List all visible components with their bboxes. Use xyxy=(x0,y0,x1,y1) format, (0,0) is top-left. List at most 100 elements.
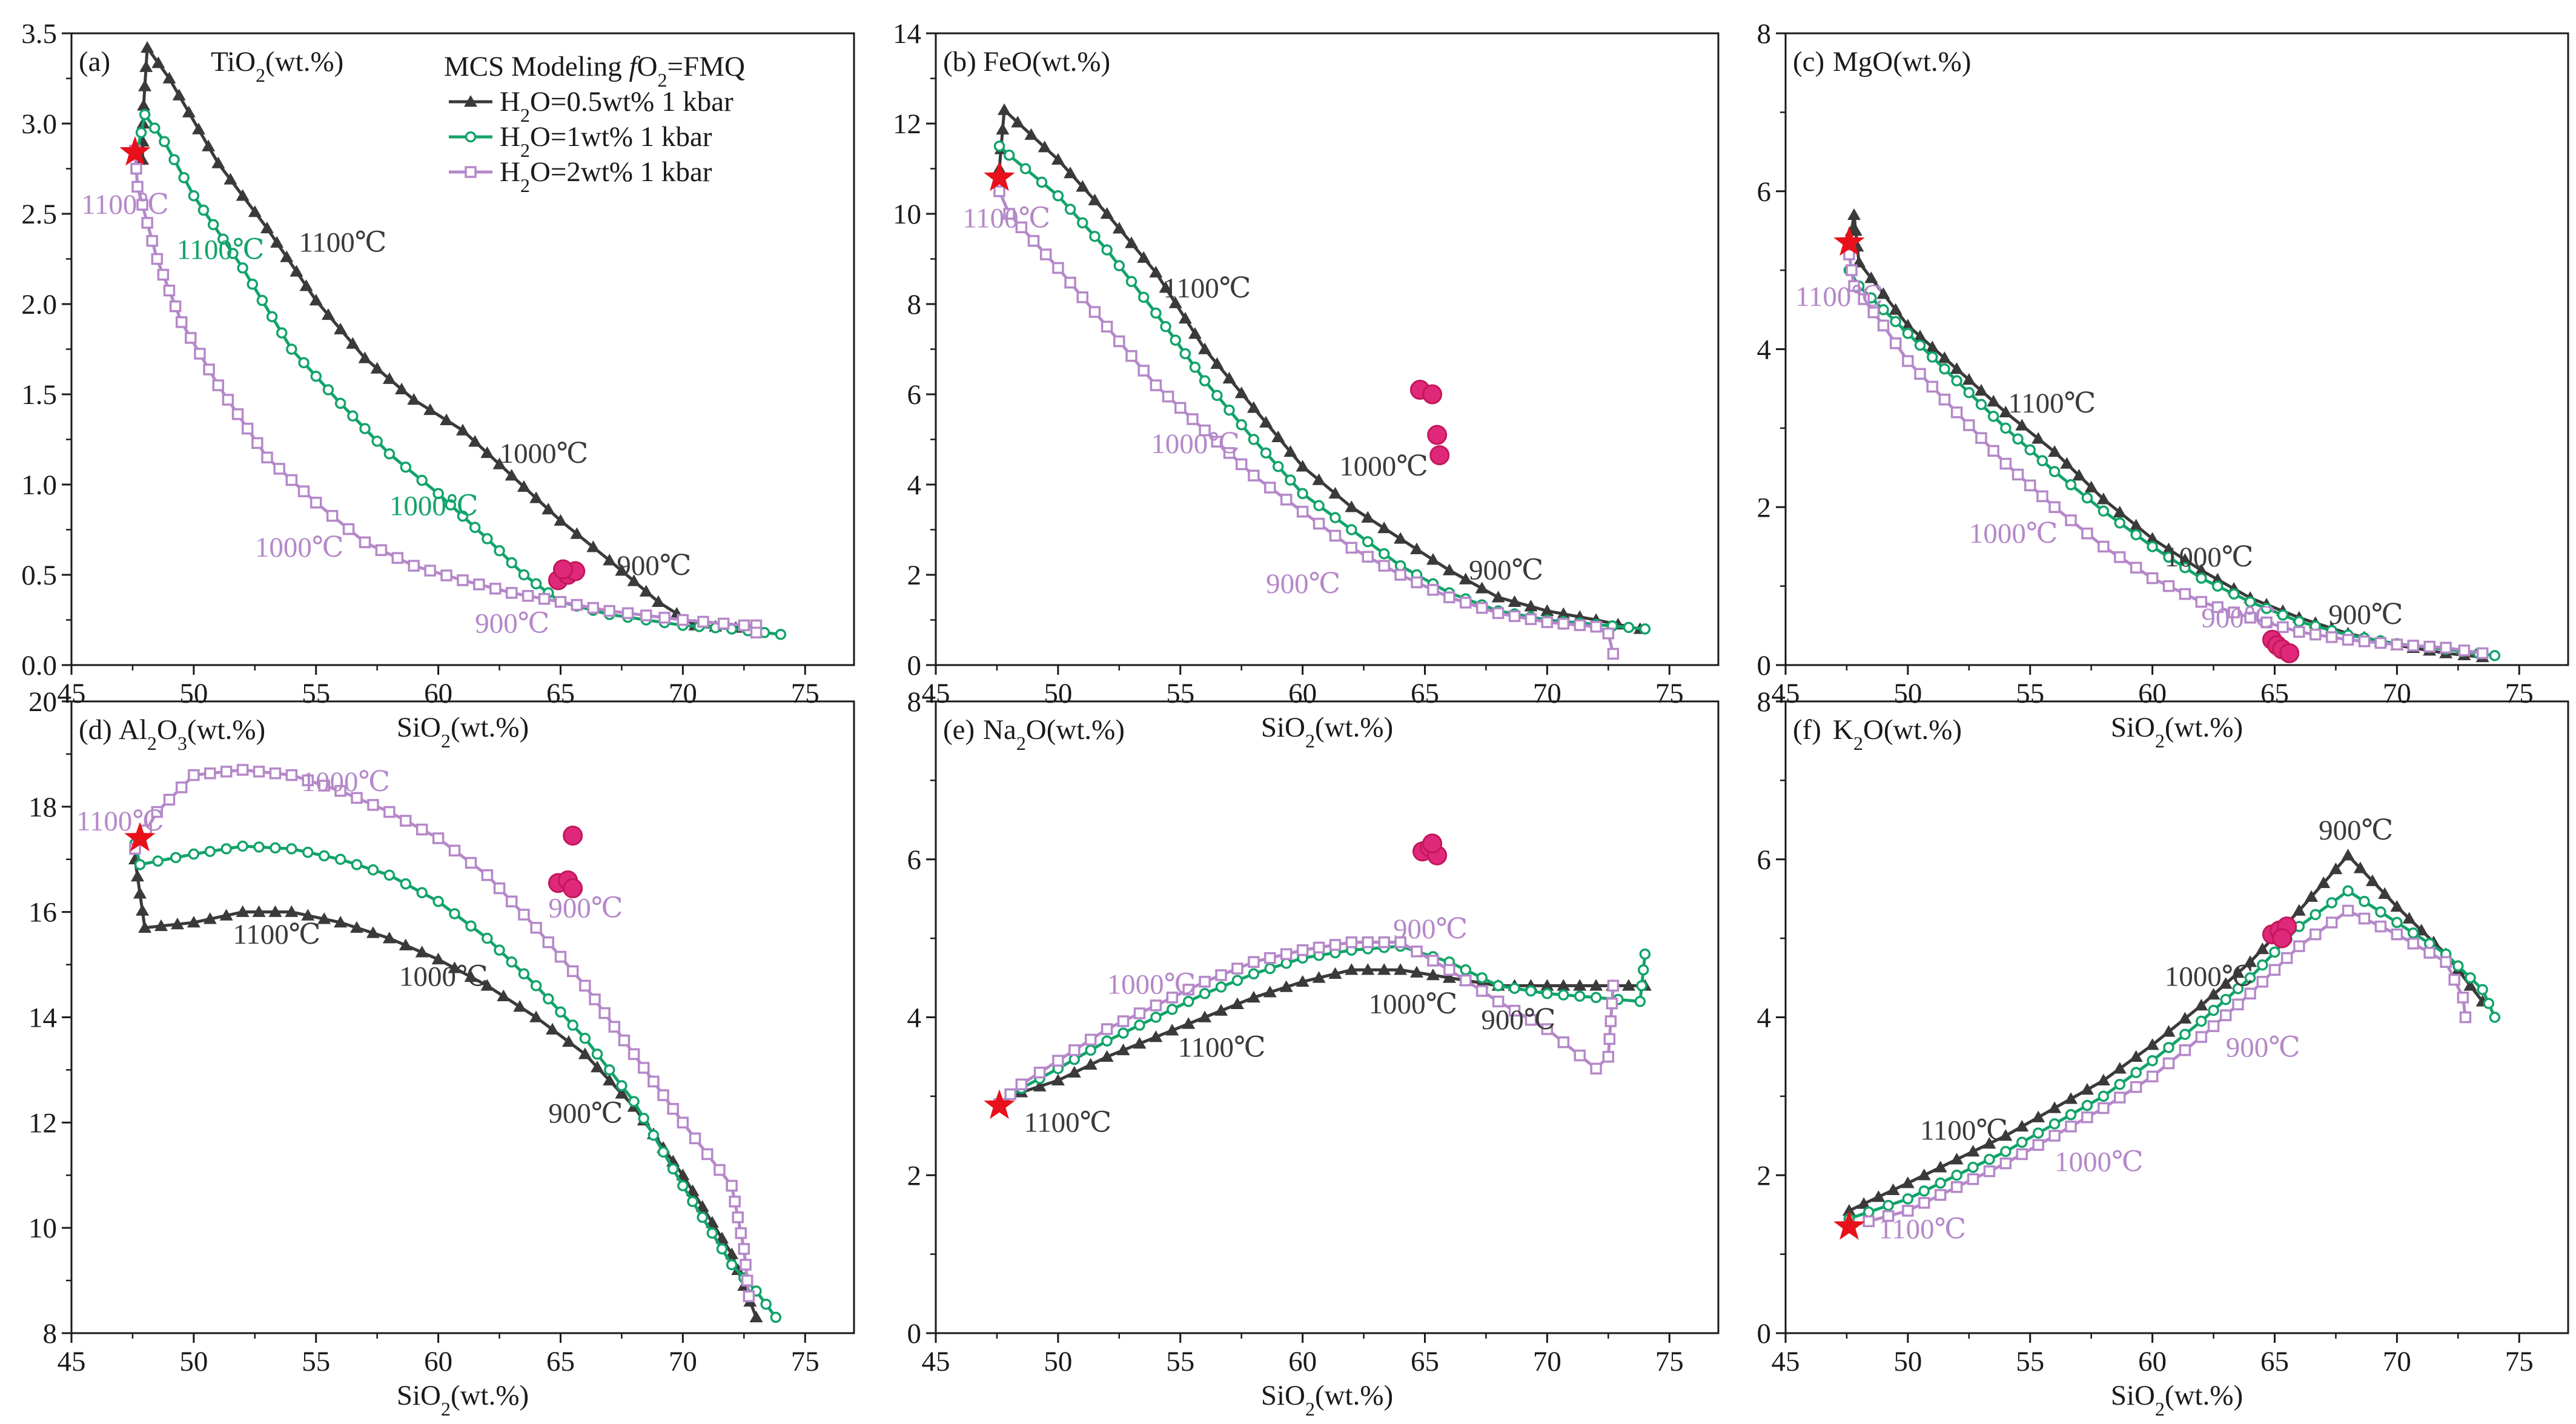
series-marker xyxy=(1862,1215,1875,1228)
series-marker xyxy=(359,423,371,434)
series-marker xyxy=(705,1216,719,1228)
x-axis-label-part: (wt.%) xyxy=(451,712,529,743)
series-marker xyxy=(2277,621,2289,634)
series-marker xyxy=(1328,486,1342,499)
plot-area xyxy=(1842,208,2501,663)
series-marker xyxy=(554,514,568,526)
series-marker xyxy=(2268,964,2281,976)
series-marker xyxy=(468,435,482,447)
series-marker xyxy=(1938,351,1952,363)
series-marker xyxy=(541,502,555,515)
temperature-annotation: 1100℃ xyxy=(81,189,169,220)
series-marker xyxy=(529,1010,543,1022)
series-0 xyxy=(992,103,1647,634)
temperature-annotation: 1000℃ xyxy=(302,766,391,798)
series-marker xyxy=(136,199,148,211)
series-marker xyxy=(2391,916,2403,929)
legend-swatch-marker xyxy=(465,166,477,178)
series-line xyxy=(1847,254,2483,655)
y-tick-label: 8 xyxy=(1757,18,1772,50)
series-marker xyxy=(1112,222,1126,234)
temperature-annotation: 1000℃ xyxy=(1107,969,1196,1000)
x-tick-label: 50 xyxy=(1044,678,1072,709)
series-marker xyxy=(1858,293,1870,305)
series-marker xyxy=(1606,997,1618,1010)
series-marker xyxy=(506,895,518,908)
x-axis-label-part: SiO xyxy=(2111,1380,2155,1411)
starting-composition-star xyxy=(984,1089,1015,1119)
series-line xyxy=(998,108,1641,631)
legend-label-part: O=1wt% 1 kbar xyxy=(530,121,712,153)
series-marker xyxy=(1984,1153,1995,1165)
series-marker xyxy=(1067,1065,1081,1078)
x-tick-label: 45 xyxy=(1772,1346,1800,1377)
series-marker xyxy=(1902,328,1914,339)
series-marker xyxy=(1033,1067,1046,1079)
series-marker xyxy=(1019,163,1031,174)
y-tick-label: 6 xyxy=(1757,176,1772,208)
plot-area xyxy=(128,764,782,1323)
y-tick-label: 6 xyxy=(1757,844,1772,876)
series-2 xyxy=(993,185,1620,660)
x-tick-label: 70 xyxy=(669,1346,697,1377)
x-tick-label: 65 xyxy=(546,678,575,709)
series-marker xyxy=(735,1227,747,1239)
series-marker xyxy=(1084,1058,1098,1070)
x-axis-label-subscript: 2 xyxy=(441,1399,451,1420)
series-line xyxy=(133,859,758,1318)
series-marker xyxy=(286,843,297,855)
series-marker xyxy=(2065,1109,2077,1121)
series-marker xyxy=(1460,964,1472,976)
panel-label: (e) xyxy=(943,714,975,746)
series-marker xyxy=(270,236,284,248)
temperature-annotation: 1100℃ xyxy=(962,202,1050,234)
series-marker xyxy=(1475,601,1488,614)
series-marker xyxy=(464,970,478,982)
series-marker xyxy=(697,615,709,628)
series-marker xyxy=(2195,1031,2208,1043)
series-marker xyxy=(2341,849,2355,861)
series-marker xyxy=(1636,980,1647,992)
series-marker xyxy=(2212,580,2223,592)
series-marker xyxy=(1312,971,1326,983)
series-marker xyxy=(1950,362,1964,374)
plot-area xyxy=(992,833,1652,1110)
series-marker xyxy=(133,887,147,899)
temperature-annotation: 900℃ xyxy=(2201,602,2276,634)
series-marker xyxy=(492,457,506,469)
series-marker xyxy=(1966,1145,1980,1157)
series-marker xyxy=(1101,320,1113,333)
series-marker xyxy=(1236,419,1247,431)
legend-item: H2O=1wt% 1 kbar xyxy=(449,121,712,161)
series-marker xyxy=(2130,529,2142,541)
series-marker xyxy=(1889,337,1902,349)
series-marker xyxy=(2081,527,2093,540)
series-marker xyxy=(608,1021,621,1033)
sample-point xyxy=(2279,643,2300,663)
series-marker xyxy=(2244,596,2256,608)
series-marker xyxy=(2358,912,2371,925)
series-marker xyxy=(2032,1139,2044,1151)
series-marker xyxy=(2293,626,2305,638)
series-marker xyxy=(1248,968,1260,980)
series-2 xyxy=(993,936,1620,1110)
temperature-annotation: 900℃ xyxy=(617,550,691,581)
starting-composition-star xyxy=(1833,1210,1865,1240)
series-marker xyxy=(513,1000,527,1012)
series-marker xyxy=(494,545,505,557)
series-marker xyxy=(1064,166,1078,179)
plot-area xyxy=(992,103,1651,660)
y-tick-label: 6 xyxy=(907,379,922,411)
series-marker xyxy=(2147,541,2158,552)
series-marker xyxy=(505,469,518,481)
y-tick-label: 10 xyxy=(28,1213,57,1244)
series-marker xyxy=(2130,561,2142,574)
series-marker xyxy=(162,71,176,84)
series-marker xyxy=(2024,479,2036,492)
series-marker xyxy=(561,1035,575,1047)
series-marker xyxy=(1271,430,1285,443)
series-marker xyxy=(1842,1204,1856,1216)
